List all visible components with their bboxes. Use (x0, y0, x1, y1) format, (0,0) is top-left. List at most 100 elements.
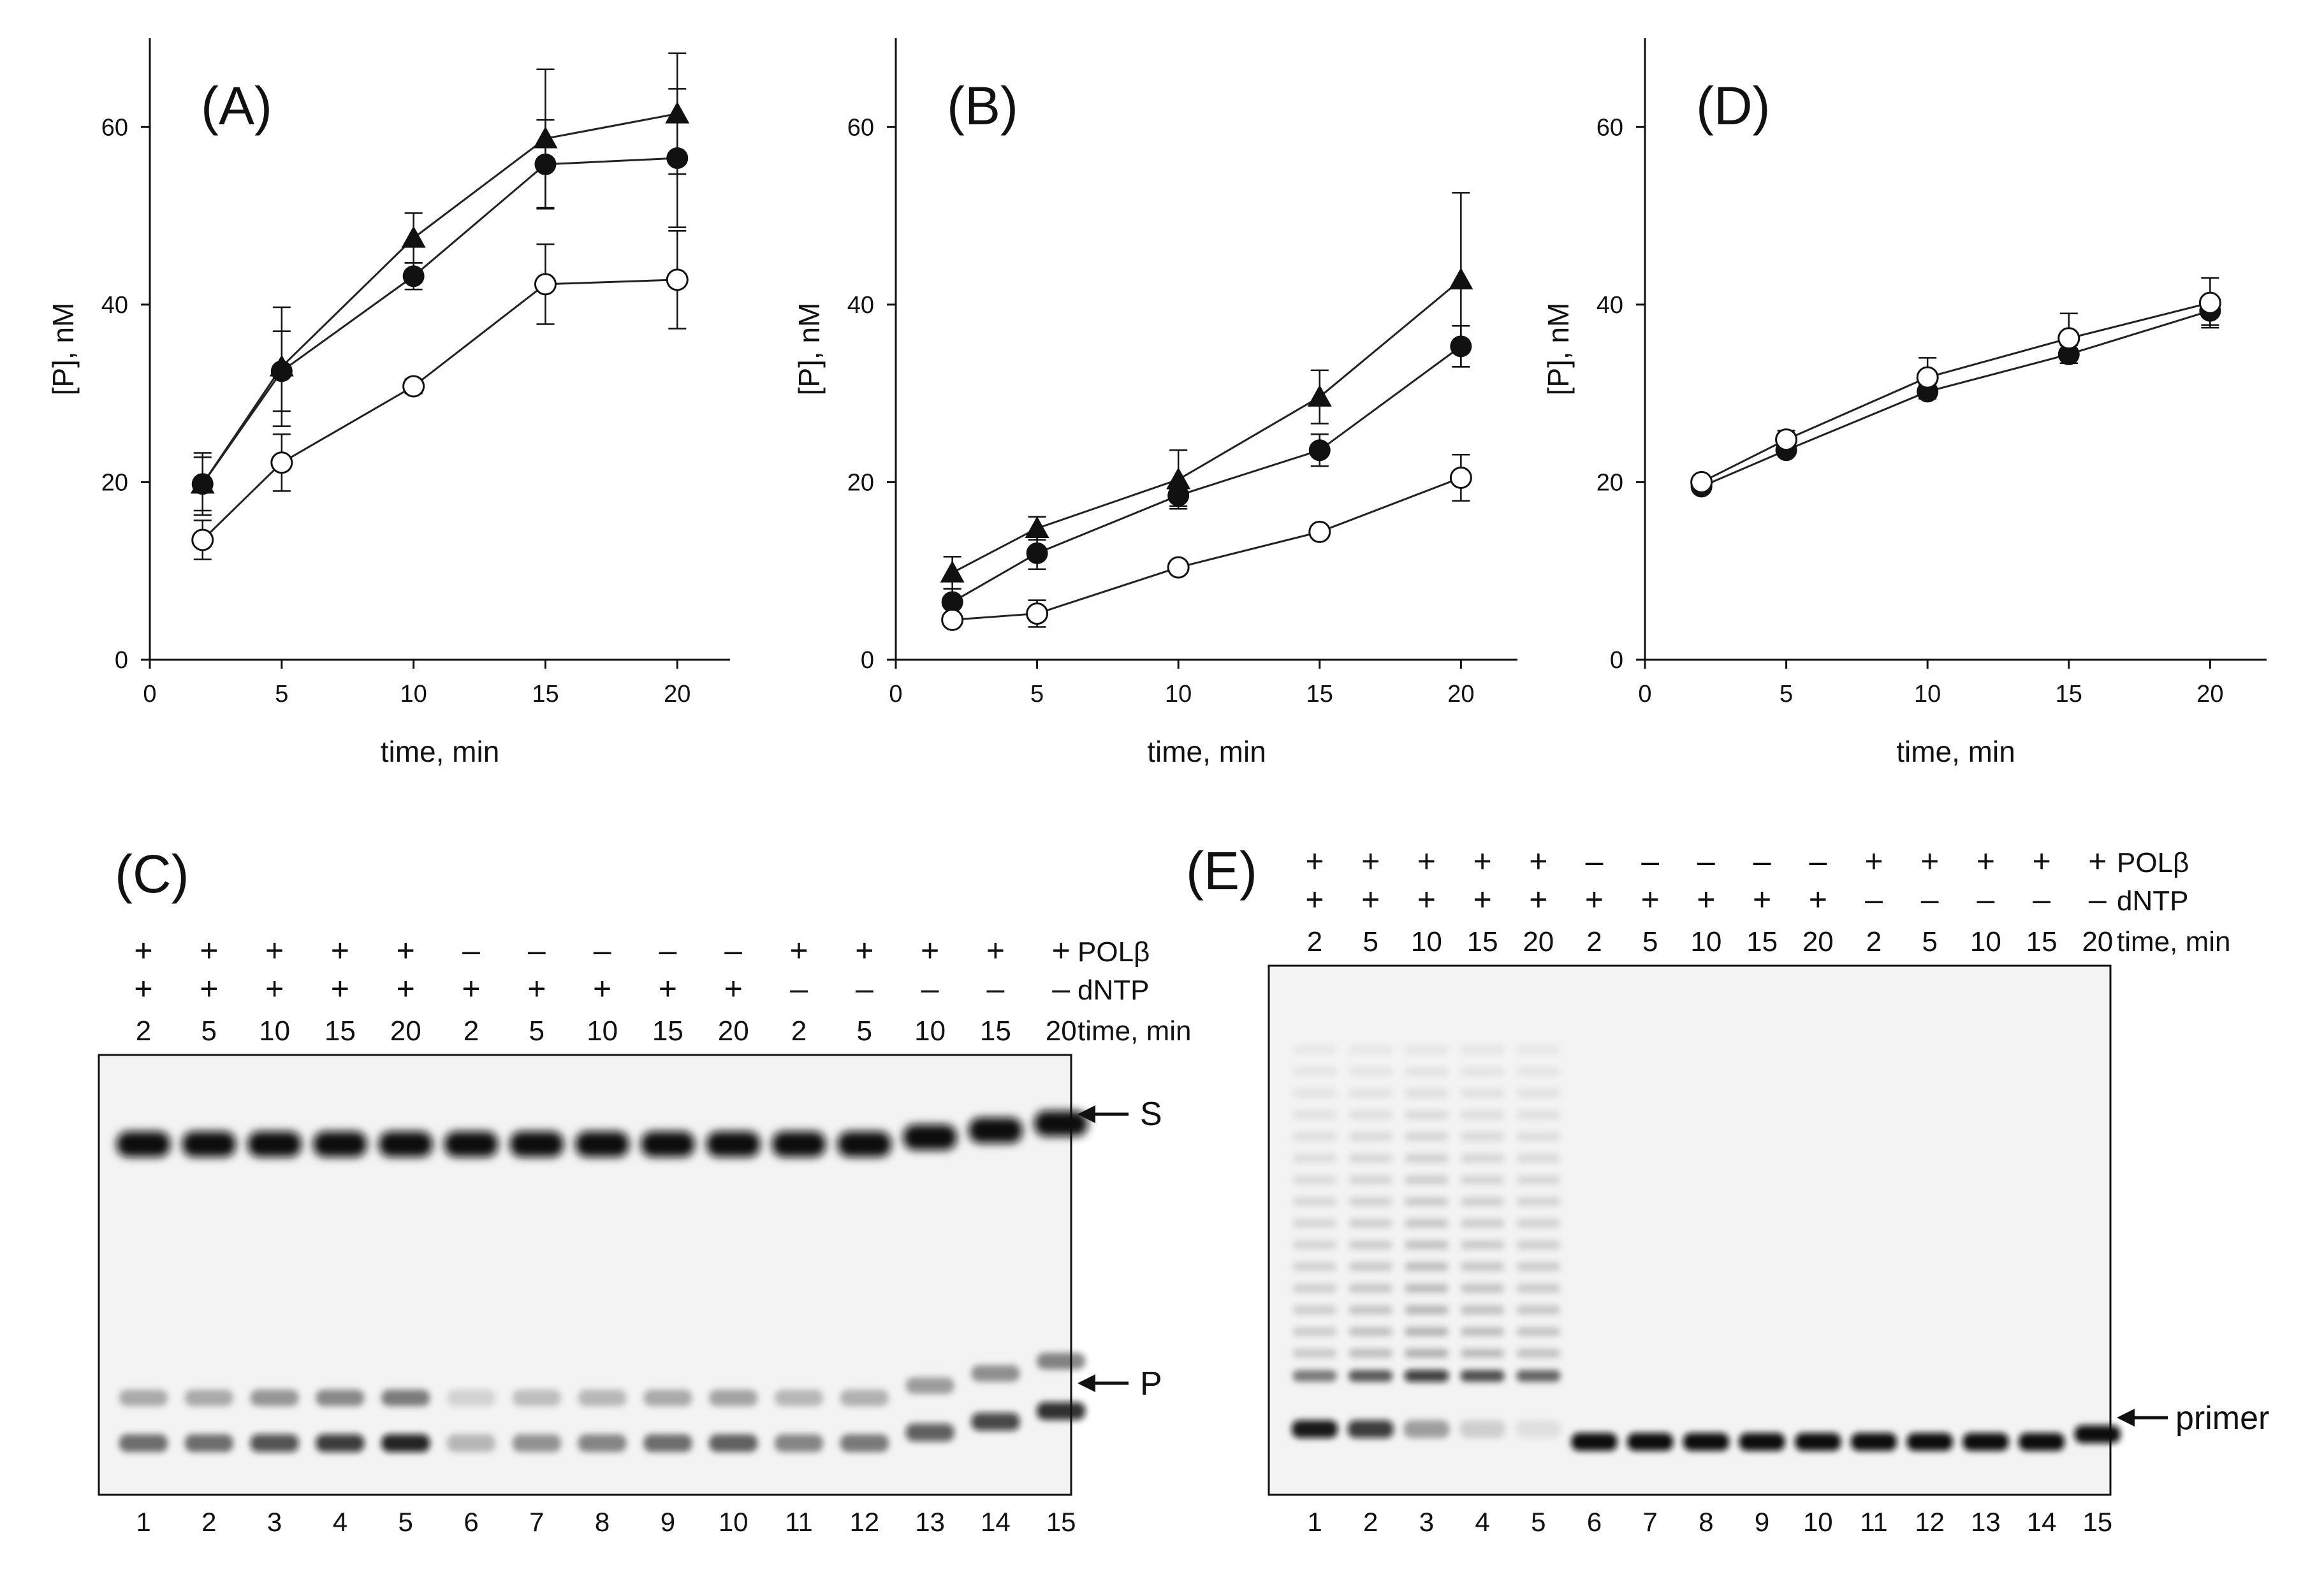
product-band (709, 1434, 758, 1452)
lane-number: 6 (1587, 1507, 1602, 1537)
dntp-sign: – (2089, 882, 2107, 917)
time-value: 5 (1642, 926, 1658, 957)
extension-band (1516, 1327, 1560, 1336)
product-band (971, 1413, 1020, 1431)
y-axis-label: [P], nM (793, 303, 826, 396)
band-label-primer: primer (2175, 1400, 2269, 1437)
data-point (1916, 366, 1939, 389)
x-tick-label: 5 (1030, 681, 1044, 708)
extension-band (1516, 1045, 1560, 1054)
data-point (1026, 602, 1049, 625)
extension-band (1461, 1197, 1505, 1206)
extension-band (1405, 1305, 1449, 1314)
dntp-sign: + (527, 971, 546, 1007)
product-band (1037, 1402, 1086, 1420)
lane-number: 14 (981, 1507, 1011, 1537)
dntp-sign: – (986, 971, 1004, 1007)
series-line (201, 112, 678, 485)
extension-band (1405, 1045, 1449, 1054)
substrate-band (247, 1131, 302, 1157)
band-label-p: P (1140, 1365, 1162, 1402)
lane-number: 2 (201, 1507, 216, 1537)
primer-band (1403, 1420, 1450, 1438)
x-axis-label: time, min (1896, 735, 2015, 768)
series-filled-circle (1690, 296, 2221, 498)
product-band (578, 1434, 627, 1452)
extension-band (1348, 1045, 1392, 1054)
data-point (402, 265, 425, 287)
dntp-sign: + (200, 971, 218, 1007)
data-point (1775, 428, 1798, 451)
x-tick-label: 0 (143, 681, 156, 708)
extension-band (1348, 1305, 1392, 1314)
data-point (941, 608, 964, 631)
extension-band (1461, 1262, 1505, 1271)
extension-band (1461, 1089, 1505, 1098)
data-point (191, 473, 214, 495)
data-point (1308, 439, 1331, 462)
lane-number: 3 (267, 1507, 282, 1537)
panel-label: (A) (201, 76, 272, 136)
lane-number: 2 (1363, 1507, 1378, 1537)
polb-sign: + (331, 933, 349, 968)
time-value: 20 (390, 1015, 421, 1047)
band-label-s: S (1140, 1096, 1162, 1133)
primer-band (1795, 1433, 1841, 1451)
condition-row-label: dNTP (1078, 975, 1149, 1006)
panel-label: (C) (115, 844, 189, 904)
product-band (643, 1434, 692, 1452)
extension-band (1516, 1175, 1560, 1184)
product-band (250, 1390, 299, 1406)
polb-sign: + (1305, 843, 1324, 879)
polb-sign: + (1920, 843, 1939, 879)
substrate-band (379, 1131, 433, 1157)
dntp-sign: + (1529, 882, 1547, 917)
extension-band (1293, 1197, 1336, 1206)
data-point (534, 273, 557, 296)
extension-band (1348, 1284, 1392, 1293)
extension-band (1461, 1240, 1505, 1249)
time-value: 2 (464, 1015, 479, 1047)
x-tick-label: 0 (889, 681, 902, 708)
band-arrow-head (1078, 1374, 1095, 1392)
time-value: 5 (1363, 926, 1378, 957)
data-point (1166, 467, 1191, 490)
extension-band (1405, 1284, 1449, 1293)
x-tick-label: 5 (275, 681, 288, 708)
y-tick-label: 0 (1610, 647, 1623, 674)
dntp-sign: – (2033, 882, 2050, 917)
extension-band (1348, 1240, 1392, 1249)
extension-band (1461, 1154, 1505, 1163)
extension-band (1516, 1370, 1560, 1382)
condition-row-label: POLβ (2117, 847, 2189, 878)
dntp-sign: + (134, 971, 152, 1007)
data-point (666, 147, 689, 170)
extension-band (1348, 1219, 1392, 1228)
lane-number: 4 (1475, 1507, 1489, 1537)
extension-band (1348, 1197, 1392, 1206)
lane-number: 11 (1860, 1507, 1888, 1537)
polb-sign: – (1641, 843, 1659, 879)
substrate-band (837, 1131, 891, 1157)
extension-band (1461, 1045, 1505, 1054)
polb-sign: – (659, 933, 676, 968)
dntp-sign: + (1473, 882, 1491, 917)
extension-band (1516, 1284, 1560, 1293)
extension-band (1405, 1154, 1449, 1163)
substrate-band (444, 1131, 498, 1157)
substrate-band (117, 1131, 170, 1157)
polb-sign: + (855, 933, 873, 968)
data-point (1026, 542, 1048, 564)
extension-band (1293, 1305, 1336, 1314)
product-band (381, 1390, 430, 1406)
y-axis-label: [P], nM (1542, 303, 1575, 396)
series-line (951, 279, 1462, 574)
primer-band (1459, 1420, 1506, 1438)
product-band (643, 1390, 692, 1406)
series-line (201, 279, 678, 541)
series-filled-circle (191, 88, 689, 512)
dntp-sign: – (1865, 882, 1883, 917)
extension-band (1516, 1110, 1560, 1119)
x-axis-label: time, min (1147, 735, 1266, 768)
extension-band (1348, 1327, 1392, 1336)
